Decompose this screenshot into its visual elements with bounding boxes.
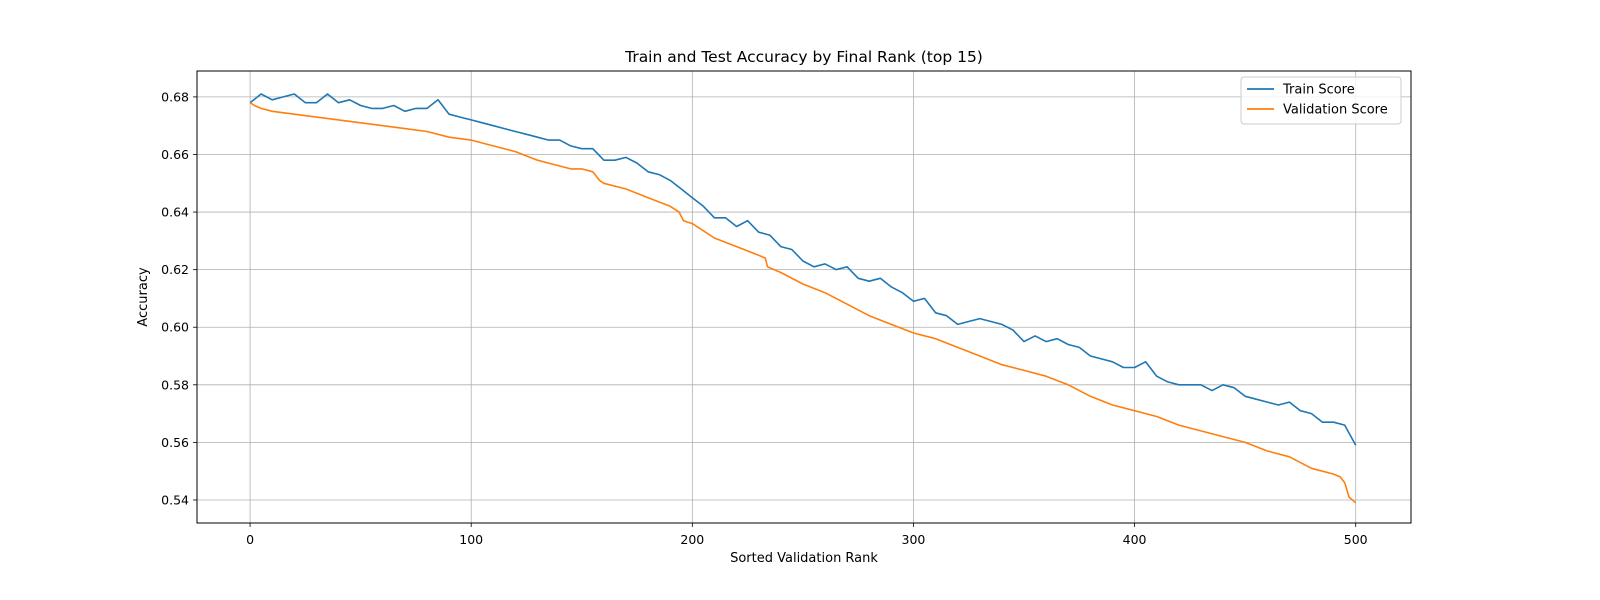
y-tick-label: 0.60 <box>161 320 189 335</box>
y-axis-ticks: 0.54 0.56 0.58 0.60 0.62 0.64 0.66 0.68 <box>161 89 197 507</box>
series-line-train-score <box>249 93 1357 446</box>
legend-label: Train Score <box>1282 83 1355 98</box>
y-tick-label: 0.64 <box>161 205 189 220</box>
x-tick-label: 300 <box>902 532 926 547</box>
legend-label: Validation Score <box>1283 103 1388 118</box>
y-tick-label: 0.66 <box>161 147 189 162</box>
y-axis-title: Accuracy <box>136 267 151 327</box>
x-tick-label: 400 <box>1123 532 1147 547</box>
legend-box <box>1240 76 1402 125</box>
x-tick-label: 200 <box>680 532 704 547</box>
y-tick-label: 0.62 <box>161 262 189 277</box>
plot-area <box>249 93 1357 504</box>
x-tick-label: 100 <box>459 532 483 547</box>
x-tick-label: 500 <box>1344 532 1368 547</box>
x-tick-label: 0 <box>246 532 254 547</box>
series-layer <box>249 93 1357 504</box>
chart-title: Train and Test Accuracy by Final Rank (t… <box>624 48 983 66</box>
x-axis-title: Sorted Validation Rank <box>730 551 878 566</box>
y-tick-label: 0.54 <box>161 492 189 507</box>
series-line-validation-score <box>249 102 1357 504</box>
y-tick-label: 0.58 <box>161 377 189 392</box>
grid-lines <box>197 71 1411 523</box>
legend: Train Score Validation Score <box>1240 76 1402 125</box>
x-axis-ticks: 0 100 200 300 400 500 <box>246 523 1368 547</box>
plot-frame <box>196 70 1412 524</box>
y-tick-label: 0.56 <box>161 435 189 450</box>
y-tick-label: 0.68 <box>161 89 189 104</box>
